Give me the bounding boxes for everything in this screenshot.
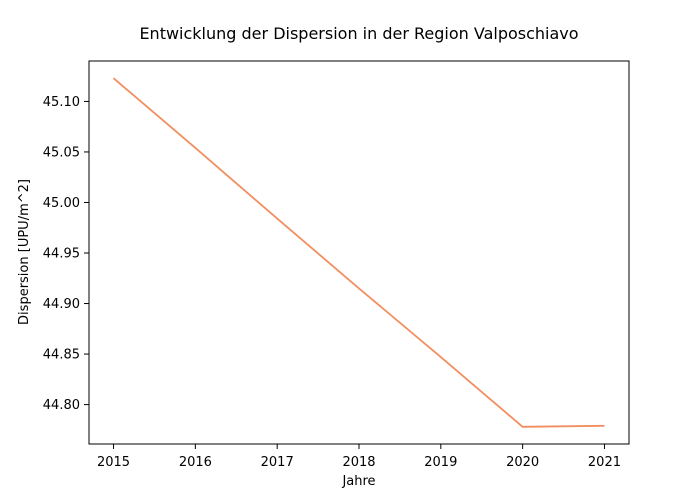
- x-tick-label: 2016: [179, 455, 212, 470]
- y-tick-label: 45.05: [43, 145, 80, 160]
- y-tick-label: 44.85: [43, 348, 80, 363]
- y-axis-label: Dispersion [UPU/m^2]: [17, 179, 32, 325]
- chart-title: Entwicklung der Dispersion in der Region…: [139, 24, 578, 43]
- x-tick-label: 2019: [424, 455, 457, 470]
- x-tick-label: 2018: [342, 455, 375, 470]
- x-tick-label: 2015: [97, 455, 130, 470]
- x-axis-label: Jahre: [341, 474, 375, 489]
- x-tick-label: 2020: [506, 455, 539, 470]
- y-tick-label: 44.80: [43, 398, 80, 413]
- series-line: [112, 77, 605, 428]
- y-tick-label: 44.90: [43, 297, 80, 312]
- x-tick-label: 2021: [588, 455, 621, 470]
- y-tick-label: 45.10: [43, 95, 80, 110]
- series-layer: [112, 77, 605, 428]
- y-tick-label: 44.95: [43, 247, 80, 262]
- x-tick-label: 2017: [261, 455, 294, 470]
- y-axis: 44.80 44.85 44.90 44.95 45.00 45.05 45.10: [43, 95, 89, 413]
- x-axis: 2015 2016 2017 2018 2019 2020 2021: [97, 444, 621, 470]
- y-tick-label: 45.00: [43, 196, 80, 211]
